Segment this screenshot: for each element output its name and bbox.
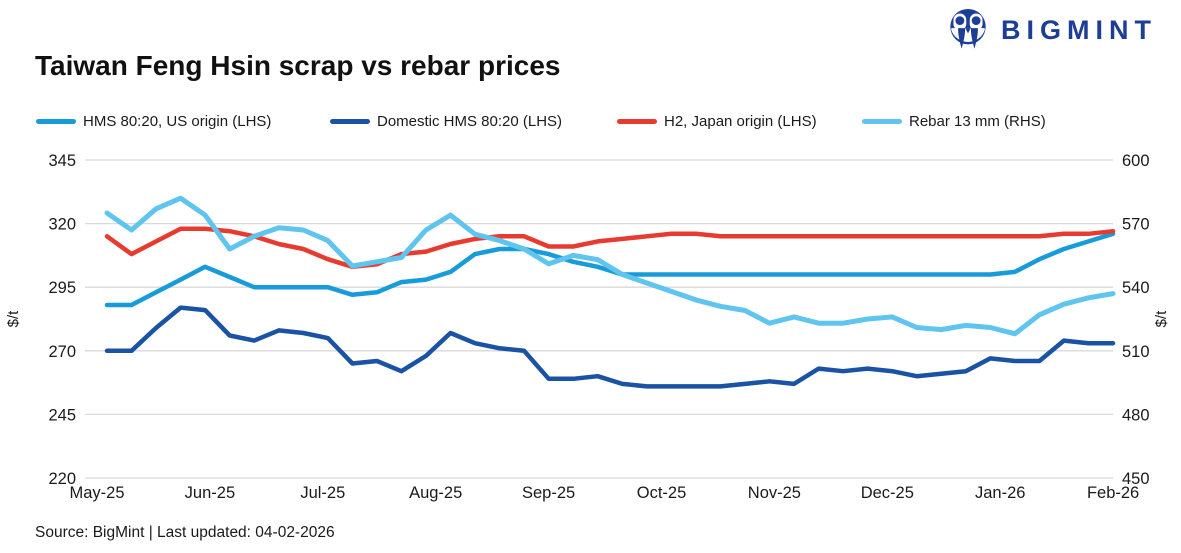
y-axis-label-right: 480	[1122, 406, 1150, 424]
legend-label: Rebar 13 mm (RHS)	[909, 113, 1046, 130]
legend-swatch-h2-japan	[617, 119, 657, 124]
y-axis-label-left: 220	[48, 470, 76, 488]
legend-label: H2, Japan origin (LHS)	[664, 113, 817, 130]
legend-swatch-domestic	[330, 119, 370, 124]
page-title: Taiwan Feng Hsin scrap vs rebar prices	[35, 50, 561, 81]
source-note: Source: BigMint | Last updated: 04-02-20…	[35, 524, 335, 541]
legend-item-domestic: Domestic HMS 80:20 (LHS)	[330, 113, 617, 130]
x-axis-label: May-25	[69, 484, 124, 502]
y-axis-label-right: 540	[1122, 279, 1150, 297]
legend-label: Domestic HMS 80:20 (LHS)	[377, 113, 563, 130]
legend-item-h2-japan: H2, Japan origin (LHS)	[617, 113, 862, 130]
x-axis-label: Nov-25	[748, 484, 801, 502]
x-axis-label: Jan-26	[975, 484, 1025, 502]
y-axis-label-right: 600	[1122, 152, 1150, 170]
x-axis-label: Oct-25	[637, 484, 687, 502]
legend-item-hms-us: HMS 80:20, US origin (LHS)	[36, 113, 330, 130]
series-line-hms-80-20-us-origin-lhs	[104, 231, 1116, 308]
y-axis-label-left: 345	[48, 152, 76, 170]
y-axis-label-right: 450	[1122, 470, 1150, 488]
y-axis-label-left: 320	[48, 216, 76, 234]
y-axis-label-left: 245	[48, 406, 76, 424]
y-axis-title-right: $/t	[1153, 310, 1170, 328]
bigmint-logo-icon	[950, 8, 986, 49]
series-line-h2-japan-origin-lhs	[104, 226, 1116, 270]
x-axis-label: Jun-25	[185, 484, 235, 502]
bigmint-logo-text: BIGMINT	[1001, 14, 1157, 45]
y-axis-label-left: 295	[48, 279, 76, 297]
bigmint-logo: BIGMINT	[945, 8, 1157, 52]
line-chart: 345 600 320 570 295 540 270 510 245 480 220 450 May-…	[5, 152, 1170, 502]
x-axis-label: Aug-25	[409, 484, 462, 502]
x-axis-label: Feb-26	[1087, 484, 1139, 502]
chart-legend: HMS 80:20, US origin (LHS) Domestic HMS …	[36, 113, 1146, 130]
legend-swatch-hms-us	[36, 119, 76, 124]
x-axis-label: Dec-25	[861, 484, 914, 502]
y-axis-title-left: $/t	[5, 310, 22, 328]
y-axis-label-right: 570	[1122, 216, 1150, 234]
x-axis-label: Sep-25	[522, 484, 575, 502]
legend-item-rebar: Rebar 13 mm (RHS)	[862, 113, 1046, 130]
x-axis-label: Jul-25	[300, 484, 345, 502]
y-axis-label-right: 510	[1122, 343, 1150, 361]
y-axis-label-left: 270	[48, 343, 76, 361]
series-line-domestic-hms-80-20-lhs	[104, 305, 1116, 389]
series-line-rebar-13-mm-rhs	[104, 195, 1116, 337]
legend-label: HMS 80:20, US origin (LHS)	[83, 113, 272, 130]
legend-swatch-rebar	[862, 119, 902, 124]
